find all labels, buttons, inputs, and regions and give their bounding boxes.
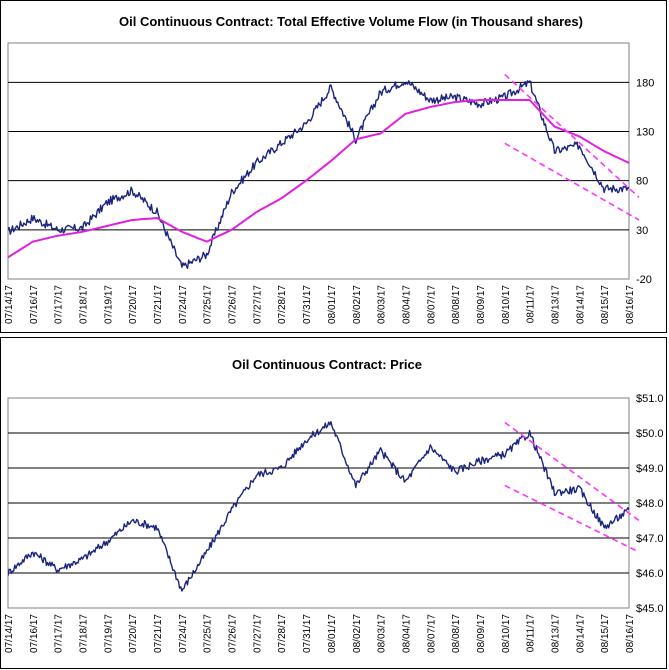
x-tick-label: 08/03/17 [377,614,388,653]
x-tick-label: 07/16/17 [29,285,40,324]
x-tick-label: 08/10/17 [501,285,512,324]
x-tick-label: 07/18/17 [79,614,90,653]
moving-average-line [8,99,629,259]
x-tick-label: 07/31/17 [302,614,313,653]
x-tick-label: 08/04/17 [401,285,412,324]
y-tick-label: 130 [636,127,654,139]
x-tick-label: 08/07/17 [426,614,437,653]
x-tick-label: 07/20/17 [128,285,139,324]
x-tick-label: 08/10/17 [501,614,512,653]
trend-line [504,421,640,522]
x-tick-label: 07/24/17 [178,285,189,324]
x-tick-label: 07/28/17 [277,614,288,653]
x-tick-label: 08/01/17 [327,285,338,324]
x-tick-label: 08/16/17 [625,614,636,653]
x-tick-label: 08/11/17 [526,614,537,653]
x-tick-label: 08/01/17 [327,614,338,653]
volume-flow-chart-panel: Oil Continuous Contract: Total Effective… [0,0,667,333]
chart-title: Oil Continuous Contract: Price [232,357,422,372]
series-line [8,420,629,592]
y-tick-label: 80 [636,176,648,188]
x-tick-label: 08/14/17 [575,614,586,653]
x-tick-label: 08/04/17 [401,614,412,653]
x-tick-label: 07/28/17 [277,285,288,324]
x-tick-label: 08/15/17 [600,285,611,324]
y-tick-label: 30 [636,225,648,237]
price-chart: Oil Continuous Contract: Price $45.0 $46.0… [4,357,664,653]
y-tick-label: $45.0 [636,603,664,615]
price-chart-panel: Oil Continuous Contract: Price $45.0 $46.0… [0,337,667,669]
x-tick-label: 08/13/17 [550,614,561,653]
x-tick-label: 08/14/17 [575,285,586,324]
x-tick-label: 08/13/17 [550,285,561,324]
x-tick-label: 07/21/17 [153,614,164,653]
x-tick-label: 07/24/17 [178,614,189,653]
x-tick-label: 08/09/17 [476,285,487,324]
x-tick-label: 08/07/17 [426,285,437,324]
x-tick-label: 07/19/17 [103,614,114,653]
x-tick-label: 08/09/17 [476,614,487,653]
x-tick-label: 07/20/17 [128,614,139,653]
x-tick-label: 07/17/17 [54,285,65,324]
y-tick-label: $48.0 [636,498,664,510]
x-tick-label: 08/02/17 [352,614,363,653]
x-tick-label: 07/27/17 [252,285,263,324]
x-tick-label: 08/08/17 [451,285,462,324]
x-tick-label: 07/19/17 [103,285,114,324]
y-tick-label: $49.0 [636,463,664,475]
x-tick-label: 08/02/17 [352,285,363,324]
x-tick-label: 07/14/17 [4,285,15,324]
x-tick-label: 07/26/17 [228,614,239,653]
trend-line [504,484,640,553]
x-tick-label: 07/14/17 [4,614,15,653]
x-tick-label: 07/16/17 [29,614,40,653]
x-tick-label: 07/27/17 [252,614,263,653]
x-tick-label: 08/08/17 [451,614,462,653]
x-tick-label: 08/03/17 [377,285,388,324]
y-tick-label: $50.0 [636,428,664,440]
x-tick-label: 07/26/17 [228,285,239,324]
plot-area [7,42,630,280]
y-tick-label: $46.0 [636,568,664,580]
x-tick-label: 07/17/17 [54,614,65,653]
series-line [8,80,629,269]
volume-flow-chart: Oil Continuous Contract: Total Effective… [4,14,654,324]
x-tick-label: 07/31/17 [302,285,313,324]
y-tick-label: 180 [636,77,654,89]
x-tick-label: 08/16/17 [625,285,636,324]
trend-line [504,73,640,198]
x-tick-label: 07/25/17 [203,285,214,324]
x-tick-label: 08/15/17 [600,614,611,653]
x-tick-label: 07/25/17 [203,614,214,653]
chart-title: Oil Continuous Contract: Total Effective… [119,14,583,29]
y-tick-label: $51.0 [636,393,664,405]
y-tick-label: -20 [636,274,652,286]
x-tick-label: 07/18/17 [79,285,90,324]
trend-line [504,142,640,221]
y-tick-label: $47.0 [636,533,664,545]
x-tick-label: 07/21/17 [153,285,164,324]
x-tick-label: 08/11/17 [526,285,537,324]
